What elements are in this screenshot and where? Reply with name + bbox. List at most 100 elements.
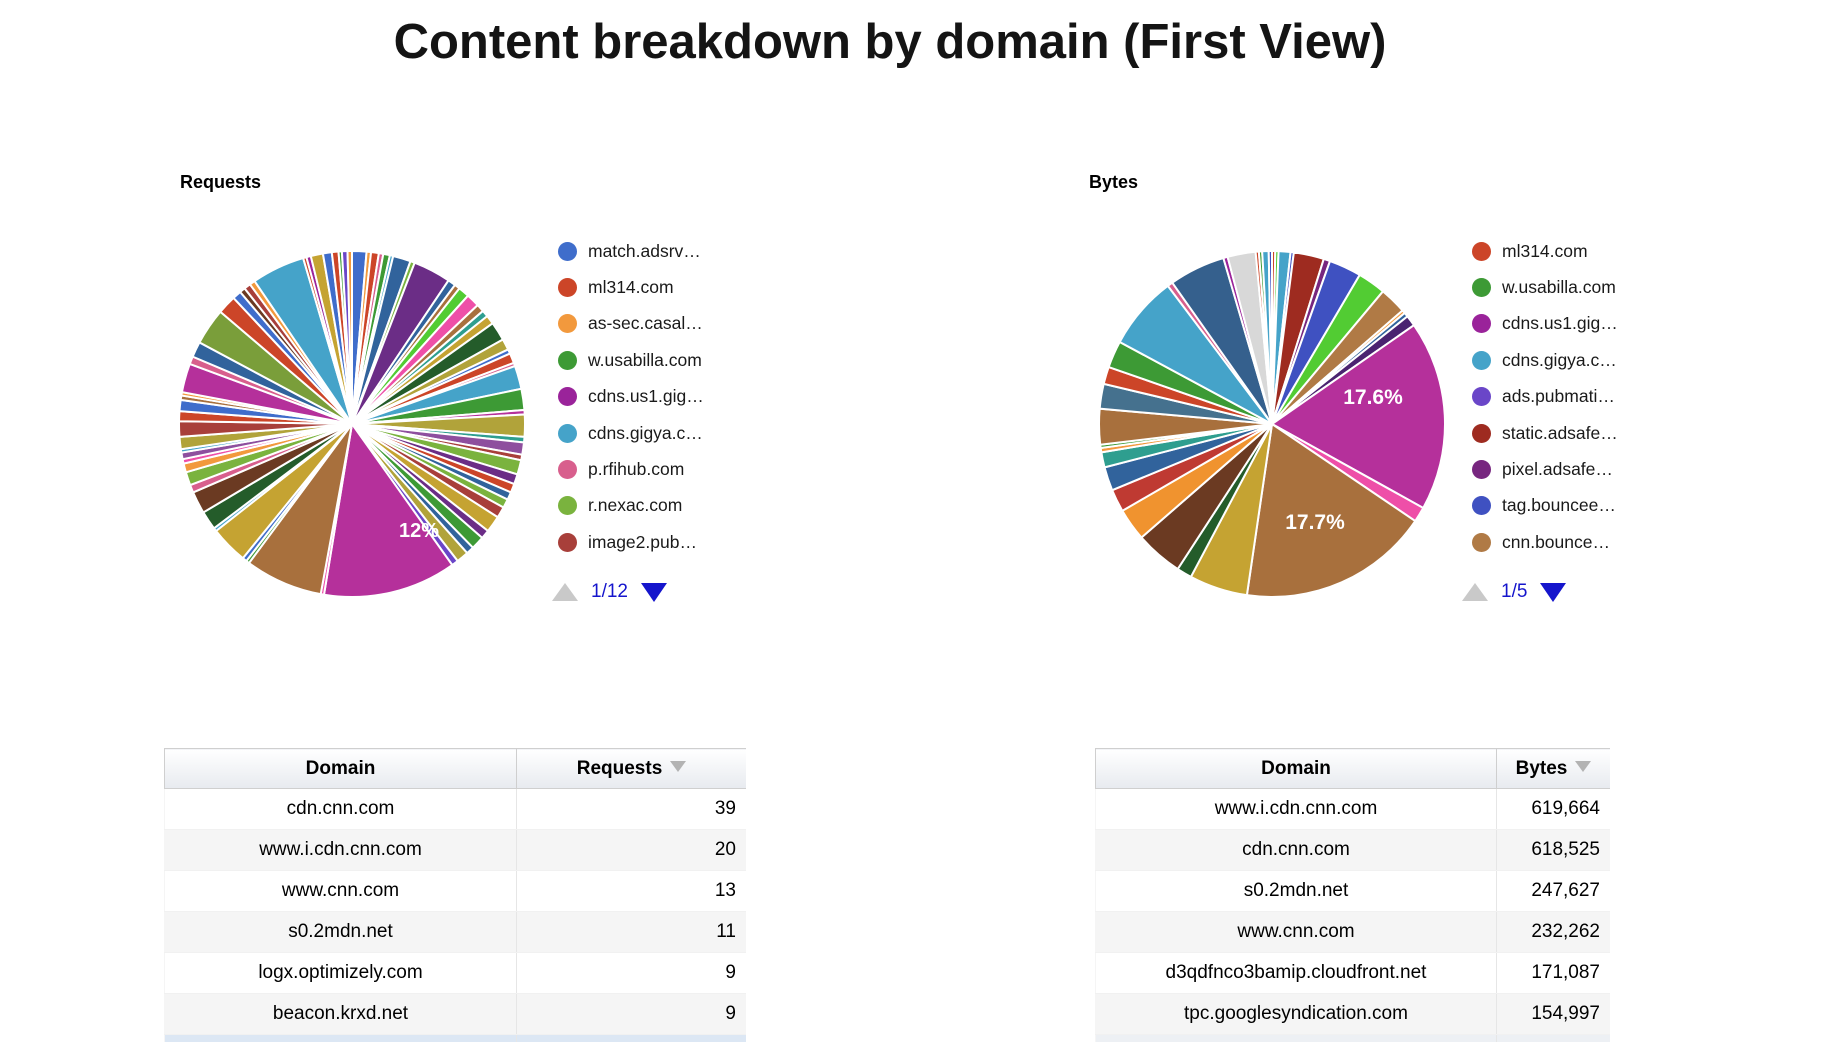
legend-item[interactable]: cdns.us1.gig…: [1472, 306, 1618, 342]
legend-item[interactable]: w.usabilla.com: [1472, 269, 1618, 305]
requests-legend-pager: 1/12: [552, 580, 667, 604]
domain-cell: www.cnn.com: [1095, 911, 1497, 953]
legend-item[interactable]: cnn.bounce…: [1472, 524, 1618, 560]
table-row[interactable]: logx.optimizely.com 9: [164, 952, 746, 994]
pie-slice[interactable]: [322, 421, 454, 598]
table-row[interactable]: cdn.cnn.com 618,525: [1095, 829, 1610, 871]
column-header-label: Requests: [576, 757, 663, 779]
legend-item[interactable]: image2.pub…: [558, 524, 704, 560]
legend-item-label: image2.pub…: [588, 531, 697, 552]
legend-color-dot: [1472, 496, 1491, 516]
legend-item-label: static.adsafe…: [1502, 422, 1618, 443]
table-row-partial[interactable]: [164, 1034, 746, 1042]
domain-cell: logx.optimizely.com: [164, 952, 517, 994]
legend-item[interactable]: r.nexac.com: [558, 488, 704, 524]
table-row[interactable]: www.i.cdn.cnn.com 619,664: [1095, 788, 1610, 830]
table-row[interactable]: beacon.krxd.net 9: [164, 993, 746, 1035]
table-row-partial[interactable]: [1095, 1034, 1610, 1042]
legend-item[interactable]: cdns.gigya.c…: [1472, 342, 1618, 378]
value-cell: 11: [516, 911, 746, 953]
value-cell: 9: [516, 952, 746, 994]
table-row[interactable]: www.i.cdn.cnn.com 20: [164, 829, 746, 871]
legend-item[interactable]: match.adsrv…: [558, 233, 704, 269]
bytes-legend: ml314.com w.usabilla.com cdns.us1.gig… cdns…: [1472, 233, 1618, 561]
legend-color-dot: [1472, 532, 1491, 552]
legend-item[interactable]: cdns.gigya.c…: [558, 415, 704, 451]
legend-item-label: ml314.com: [588, 277, 674, 298]
page-title: Content breakdown by domain (First View): [393, 15, 1387, 69]
legend-item[interactable]: p.rfihub.com: [558, 451, 704, 487]
domain-cell: cdn.cnn.com: [164, 788, 517, 830]
column-header-label: Bytes: [1515, 757, 1568, 779]
legend-color-dot: [558, 314, 577, 334]
column-header-domain[interactable]: Domain: [164, 748, 517, 789]
legend-page-next-icon[interactable]: [1540, 582, 1567, 602]
legend-color-dot: [558, 532, 577, 552]
legend-item[interactable]: ml314.com: [1472, 233, 1618, 269]
table-row[interactable]: s0.2mdn.net 247,627: [1095, 870, 1610, 912]
legend-item-label: p.rfihub.com: [588, 459, 685, 480]
legend-item-label: as-sec.casal…: [588, 313, 703, 334]
legend-item[interactable]: w.usabilla.com: [558, 342, 704, 378]
table-header-row: Domain Bytes: [1095, 748, 1610, 789]
column-header-bytes[interactable]: Bytes: [1496, 748, 1610, 789]
domain-cell: www.i.cdn.cnn.com: [1095, 788, 1497, 830]
requests-legend: match.adsrv… ml314.com as-sec.casal… w.usab…: [558, 233, 704, 561]
legend-item[interactable]: cdns.us1.gig…: [558, 379, 704, 415]
legend-item[interactable]: pixel.adsafe…: [1472, 451, 1618, 487]
table-row[interactable]: tpc.googlesyndication.com 154,997: [1095, 993, 1610, 1035]
legend-item-label: ads.pubmati…: [1502, 386, 1615, 407]
domain-cell: tpc.googlesyndication.com: [1095, 993, 1497, 1035]
requests-chart-title: Requests: [180, 172, 262, 192]
legend-color-dot: [558, 241, 577, 261]
bytes-pie-chart[interactable]: [1097, 249, 1447, 599]
legend-item-label: cdns.gigya.c…: [1502, 349, 1617, 370]
requests-table: Domain Requests cdn.cnn.com 39 www.i.cdn.cnn…: [164, 748, 746, 1042]
column-header-domain[interactable]: Domain: [1095, 748, 1497, 789]
legend-item[interactable]: ads.pubmati…: [1472, 379, 1618, 415]
legend-page-next-icon[interactable]: [640, 582, 667, 602]
pie-slice[interactable]: [1245, 422, 1417, 598]
value-cell: 171,087: [1496, 952, 1610, 994]
legend-item[interactable]: static.adsafe…: [1472, 415, 1618, 451]
table-row[interactable]: s0.2mdn.net 11: [164, 911, 746, 953]
bytes-table: Domain Bytes www.i.cdn.cnn.com 619,664 cdn.c…: [1095, 748, 1610, 1042]
legend-color-dot: [1472, 241, 1491, 261]
legend-item-label: cdns.gigya.c…: [588, 422, 703, 443]
legend-page-prev-icon[interactable]: [552, 583, 578, 601]
legend-color-dot: [1472, 350, 1491, 370]
legend-item-label: w.usabilla.com: [588, 349, 702, 370]
pie-slice[interactable]: [1267, 249, 1273, 425]
legend-item-label: w.usabilla.com: [1502, 277, 1616, 298]
domain-cell: s0.2mdn.net: [1095, 870, 1497, 912]
table-row[interactable]: d3qdfnco3bamip.cloudfront.net 171,087: [1095, 952, 1610, 994]
requests-table-wrap: Domain Requests cdn.cnn.com 39 www.i.cdn.cnn…: [164, 748, 746, 1042]
legend-page-prev-icon[interactable]: [1462, 583, 1488, 601]
column-header-requests[interactable]: Requests: [516, 748, 746, 789]
table-row[interactable]: www.cnn.com 232,262: [1095, 911, 1610, 953]
bytes-legend-pager: 1/5: [1462, 580, 1567, 604]
legend-item-label: cnn.bounce…: [1502, 531, 1610, 552]
legend-item[interactable]: tag.bouncee…: [1472, 488, 1618, 524]
table-header-row: Domain Requests: [164, 748, 746, 789]
requests-pie-chart[interactable]: [177, 249, 527, 599]
legend-color-dot: [558, 496, 577, 516]
legend-item[interactable]: ml314.com: [558, 269, 704, 305]
domain-cell: [1095, 1034, 1497, 1042]
domain-cell: www.cnn.com: [164, 870, 517, 912]
legend-item-label: cdns.us1.gig…: [1502, 313, 1618, 334]
legend-color-dot: [1472, 314, 1491, 334]
legend-color-dot: [558, 423, 577, 443]
legend-item-label: ml314.com: [1502, 240, 1588, 261]
domain-cell: cdn.cnn.com: [1095, 829, 1497, 871]
pie-slice[interactable]: [1270, 323, 1446, 510]
value-cell: [516, 1034, 746, 1042]
legend-color-dot: [558, 278, 577, 298]
pie-slice[interactable]: [346, 249, 353, 425]
legend-item-label: r.nexac.com: [588, 495, 683, 516]
legend-item[interactable]: as-sec.casal…: [558, 306, 704, 342]
table-row[interactable]: cdn.cnn.com 39: [164, 788, 746, 830]
table-row[interactable]: www.cnn.com 13: [164, 870, 746, 912]
value-cell: 154,997: [1496, 993, 1610, 1035]
